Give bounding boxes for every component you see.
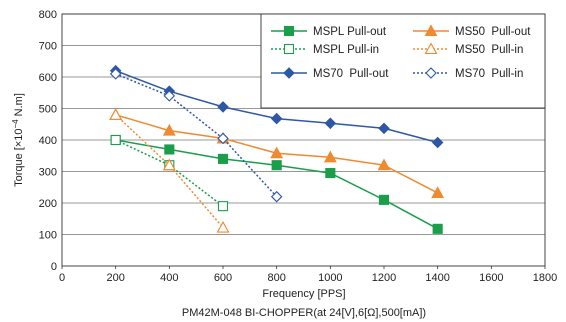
legend-marker bbox=[283, 67, 295, 79]
axis-ticks: 0 100 200 300 400 500 600 700 800 0 200 400 600 800 10… bbox=[39, 9, 558, 284]
legend-marker bbox=[424, 24, 438, 37]
y-tick-label: 500 bbox=[39, 104, 57, 116]
data-point bbox=[109, 68, 122, 80]
series-1 bbox=[109, 108, 445, 198]
legend-marker bbox=[283, 25, 295, 37]
series-line bbox=[115, 73, 278, 198]
legend-item: MSPL Pull-in bbox=[271, 43, 379, 56]
data-point bbox=[162, 158, 176, 171]
legend-label: MS50 Pull-in bbox=[455, 44, 523, 56]
x-tick-label: 800 bbox=[267, 272, 285, 284]
data-point bbox=[109, 108, 123, 120]
legend-label: MS70 Pull-out bbox=[313, 68, 389, 80]
x-tick-label: 1200 bbox=[372, 272, 396, 284]
data-point bbox=[431, 186, 445, 198]
data-point bbox=[217, 201, 229, 212]
legend-item: MS70 Pull-out bbox=[271, 67, 389, 80]
data-point bbox=[270, 112, 283, 125]
legend-box bbox=[260, 13, 546, 109]
legend-marker bbox=[283, 43, 295, 55]
data-point bbox=[217, 101, 229, 113]
x-tick-label: 400 bbox=[160, 272, 178, 284]
data-point bbox=[324, 117, 337, 130]
data-point bbox=[377, 158, 391, 171]
y-tick-label: 400 bbox=[39, 135, 57, 147]
data-point bbox=[216, 220, 230, 233]
data-point bbox=[431, 136, 444, 149]
data-point bbox=[164, 144, 175, 155]
data-point bbox=[271, 160, 282, 171]
data-point bbox=[432, 223, 443, 234]
y-tick-label: 100 bbox=[39, 230, 57, 242]
x-tick-label: 1800 bbox=[533, 272, 557, 284]
legend-item: MS50 Pull-out bbox=[413, 24, 531, 38]
y-tick-label: 700 bbox=[39, 41, 57, 53]
legend-item: MS70 Pull-in bbox=[413, 67, 523, 80]
legend-label: MSPL Pull-in bbox=[313, 44, 379, 56]
legend-label: MSPL Pull-out bbox=[313, 26, 387, 38]
data-point bbox=[378, 122, 390, 135]
legend-label: MS70 Pull-in bbox=[455, 68, 523, 80]
data-point bbox=[270, 146, 284, 159]
y-axis-label-exponent: −4 bbox=[11, 119, 20, 129]
x-tick-label: 1600 bbox=[479, 272, 503, 284]
data-point bbox=[217, 132, 229, 145]
series-3 bbox=[109, 108, 230, 233]
chart-caption: PM42M-048 BI-CHOPPER(at 24[V],6[Ω],500[m… bbox=[182, 307, 426, 319]
data-point bbox=[110, 134, 121, 146]
data-point bbox=[163, 90, 176, 102]
series-line bbox=[115, 139, 224, 207]
data-point bbox=[323, 150, 337, 163]
x-tick-label: 1400 bbox=[425, 272, 449, 284]
x-tick-label: 600 bbox=[214, 272, 232, 284]
legend-marker bbox=[424, 42, 438, 55]
y-tick-label: 600 bbox=[39, 72, 57, 84]
data-point bbox=[162, 123, 176, 136]
y-axis-label: Torque [×10−4 N.m] bbox=[11, 93, 25, 187]
x-tick-label: 0 bbox=[59, 272, 65, 284]
series-layer bbox=[109, 64, 445, 234]
legend-label: MS50 Pull-out bbox=[455, 26, 531, 38]
data-point bbox=[325, 168, 336, 179]
x-tick-label: 200 bbox=[106, 272, 124, 284]
data-point bbox=[270, 190, 283, 203]
x-tick-label: 1000 bbox=[318, 272, 342, 284]
legend: MSPL Pull-out MS50 Pull-out MSPL Pull-in MS… bbox=[260, 13, 546, 109]
y-axis-label-prefix: Torque [×10 bbox=[13, 129, 25, 187]
legend-marker bbox=[425, 67, 437, 79]
legend-item: MSPL Pull-out bbox=[271, 25, 387, 38]
data-point bbox=[378, 194, 390, 205]
y-tick-label: 0 bbox=[51, 261, 57, 273]
legend-item: MS50 Pull-in bbox=[413, 42, 523, 56]
y-tick-label: 200 bbox=[39, 198, 57, 210]
y-tick-label: 800 bbox=[39, 9, 57, 21]
data-point bbox=[217, 153, 229, 164]
y-axis-label-suffix: N.m] bbox=[13, 93, 25, 119]
series-5 bbox=[109, 68, 283, 203]
x-axis-label: Frequency [PPS] bbox=[262, 288, 345, 300]
y-tick-label: 300 bbox=[39, 167, 57, 179]
